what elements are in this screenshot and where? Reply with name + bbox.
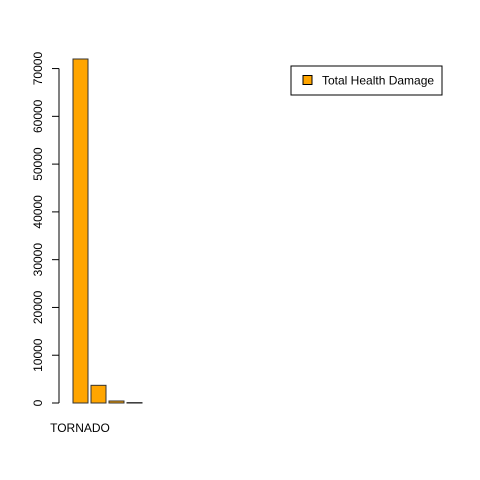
legend-label: Total Health Damage bbox=[322, 74, 434, 88]
bar bbox=[108, 400, 125, 404]
bar bbox=[90, 384, 107, 404]
bars-group bbox=[72, 58, 143, 404]
legend-swatch bbox=[302, 75, 313, 85]
y-tick-label: 0 bbox=[31, 399, 45, 406]
y-tick-label: 20000 bbox=[31, 290, 45, 324]
y-tick-label: 30000 bbox=[31, 243, 45, 277]
legend: Total Health Damage bbox=[290, 65, 443, 96]
y-tick-label: 10000 bbox=[31, 338, 45, 372]
bar bbox=[126, 402, 143, 404]
y-tick-label: 40000 bbox=[31, 195, 45, 229]
x-tick-label-tornado: TORNADO bbox=[50, 421, 110, 435]
bar bbox=[72, 58, 89, 404]
y-tick-label: 50000 bbox=[31, 147, 45, 181]
y-tick-label: 70000 bbox=[31, 52, 45, 86]
y-tick-label: 60000 bbox=[31, 99, 45, 133]
legend-box bbox=[290, 65, 443, 96]
y-axis: 0 10000 20000 30000 40000 50000 60000 70000 bbox=[31, 52, 60, 406]
